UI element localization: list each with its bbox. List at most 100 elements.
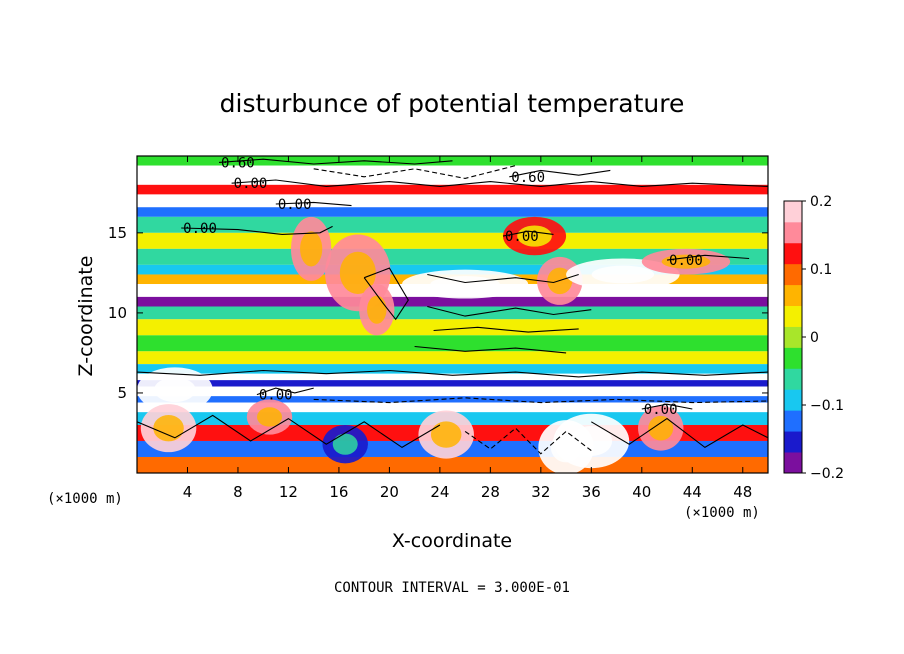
plume-core-1 — [339, 251, 376, 295]
colorbar-swatch-1 — [784, 431, 802, 453]
contour-line-16 — [591, 417, 768, 449]
colorbar-tick-label-2: 0 — [810, 330, 819, 346]
colorbar-swatch-8 — [784, 284, 802, 307]
colorbar-swatch-2 — [784, 410, 802, 432]
contour-line-4 — [181, 225, 333, 235]
layer-band-5 — [137, 216, 768, 233]
contour-line-17 — [363, 267, 409, 321]
x-axis-ticks: 4 8 12 16 20 24 28 32 36 40 44 48 — [183, 156, 752, 501]
x-axis-label: X-coordinate — [392, 530, 512, 552]
x-tick-label-4: 4 — [183, 483, 193, 501]
contour-line-18 — [256, 387, 314, 396]
y-tick-label-5: 5 — [117, 384, 127, 402]
colorbar-swatch-3 — [784, 389, 802, 411]
contour-lines: 0.60 0.00 0.60 0.00 0.00 0.00 0.00 0.00 0.00 — [137, 156, 768, 455]
plume-core-15 — [332, 433, 358, 455]
plume-core-14 — [550, 432, 582, 463]
contour-line-15 — [137, 414, 441, 449]
contour-line-14 — [313, 165, 516, 179]
contour-line-9 — [433, 326, 579, 333]
y-axis-ticks: 5 10 15 — [108, 224, 768, 402]
y-tick-label-10: 10 — [108, 304, 127, 322]
layer-band-8 — [137, 264, 768, 275]
layer-band-21 — [137, 402, 768, 413]
x-tick-label-20: 20 — [380, 483, 399, 501]
x-tick-label-36: 36 — [582, 483, 601, 501]
contour-label-5: 0.00 — [505, 229, 539, 245]
layer-band-3 — [137, 194, 768, 208]
contour-line-6 — [666, 254, 750, 261]
contour-label-6: 0.00 — [669, 253, 703, 269]
colorbar-tick-label-3: −0.1 — [810, 398, 844, 414]
colorbar-swatch-4 — [784, 368, 802, 390]
chart-title: disturbunce of potential temperature — [220, 89, 685, 118]
layer-band-25 — [137, 456, 768, 473]
plume-core-9 — [153, 414, 184, 442]
colorbar-swatch-5 — [784, 347, 802, 369]
y-axis-label: Z-coordinate — [75, 256, 97, 377]
layer-band-19 — [137, 386, 768, 397]
x-tick-label-28: 28 — [481, 483, 500, 501]
x-tick-label-32: 32 — [531, 483, 550, 501]
contour-interval-note: CONTOUR INTERVAL = 3.000E-01 — [334, 580, 570, 596]
layer-band-13 — [137, 319, 768, 336]
contour-label-3: 0.00 — [278, 197, 312, 213]
colorbar-swatch-11 — [784, 221, 802, 244]
x-unit-right: (×1000 m) — [684, 505, 760, 521]
layer-band-11 — [137, 296, 768, 307]
x-tick-label-16: 16 — [329, 483, 348, 501]
colorbar-swatch-0 — [784, 452, 802, 474]
colorbar-tick-label-4: −0.2 — [810, 466, 844, 482]
x-tick-label-44: 44 — [683, 483, 702, 501]
colorbar-swatch-7 — [784, 305, 802, 327]
x-tick-label-12: 12 — [279, 483, 298, 501]
plume-core-10 — [257, 407, 283, 427]
layer-band-14 — [137, 335, 768, 352]
x-tick-label-8: 8 — [233, 483, 243, 501]
x-tick-label-40: 40 — [632, 483, 651, 501]
contour-label-2: 0.60 — [511, 170, 545, 186]
plume-core-2 — [367, 295, 387, 324]
contour-label-18: 0.00 — [259, 388, 293, 404]
layer-band-20 — [137, 396, 768, 403]
layer-band-6 — [137, 232, 768, 249]
contour-line-7 — [427, 273, 579, 284]
plume-core-3 — [430, 276, 500, 293]
y-tick-label-15: 15 — [108, 224, 127, 242]
contour-line-10 — [414, 345, 567, 354]
layer-band-16 — [137, 364, 768, 374]
colorbar-swatch-6 — [784, 326, 802, 348]
colorbar-swatch-10 — [784, 242, 802, 265]
plume-core-13 — [648, 415, 674, 441]
layer-band-17 — [137, 373, 768, 381]
plume-core-11 — [430, 421, 462, 448]
colorbar-swatch-9 — [784, 263, 802, 286]
contour-line-8 — [427, 305, 592, 317]
layer-band-2 — [137, 184, 768, 195]
contour-line-0 — [218, 158, 453, 165]
x-tick-label-24: 24 — [430, 483, 449, 501]
colorbar-tick-label-1: 0.1 — [810, 262, 832, 278]
plume-core-4 — [517, 225, 552, 247]
contour-line-5 — [502, 230, 554, 237]
plume-core-7 — [661, 254, 711, 269]
x-unit-left: (×1000 m) — [47, 491, 123, 507]
colorbar-tick-label-0: 0.2 — [810, 194, 832, 210]
plume-core-8 — [154, 377, 196, 403]
plot-frame — [136, 155, 769, 474]
layer-band-15 — [137, 351, 768, 365]
plume-core-0 — [300, 231, 323, 267]
colorbar-swatch-12 — [784, 201, 802, 223]
plot-area: 0.60 0.00 0.60 0.00 0.00 0.00 0.00 0.00 0.00 — [137, 156, 768, 473]
contour-line-19 — [641, 403, 693, 410]
contour-line-2 — [509, 169, 611, 178]
contour-label-4: 0.00 — [183, 221, 217, 237]
contour-label-1: 0.00 — [234, 176, 268, 192]
contour-line-11 — [137, 369, 768, 378]
contour-line-13 — [464, 427, 592, 455]
plume-core-6 — [591, 265, 655, 284]
contour-line-1 — [231, 179, 768, 187]
contour-line-3 — [275, 201, 352, 207]
temperature-plumes — [137, 216, 731, 473]
